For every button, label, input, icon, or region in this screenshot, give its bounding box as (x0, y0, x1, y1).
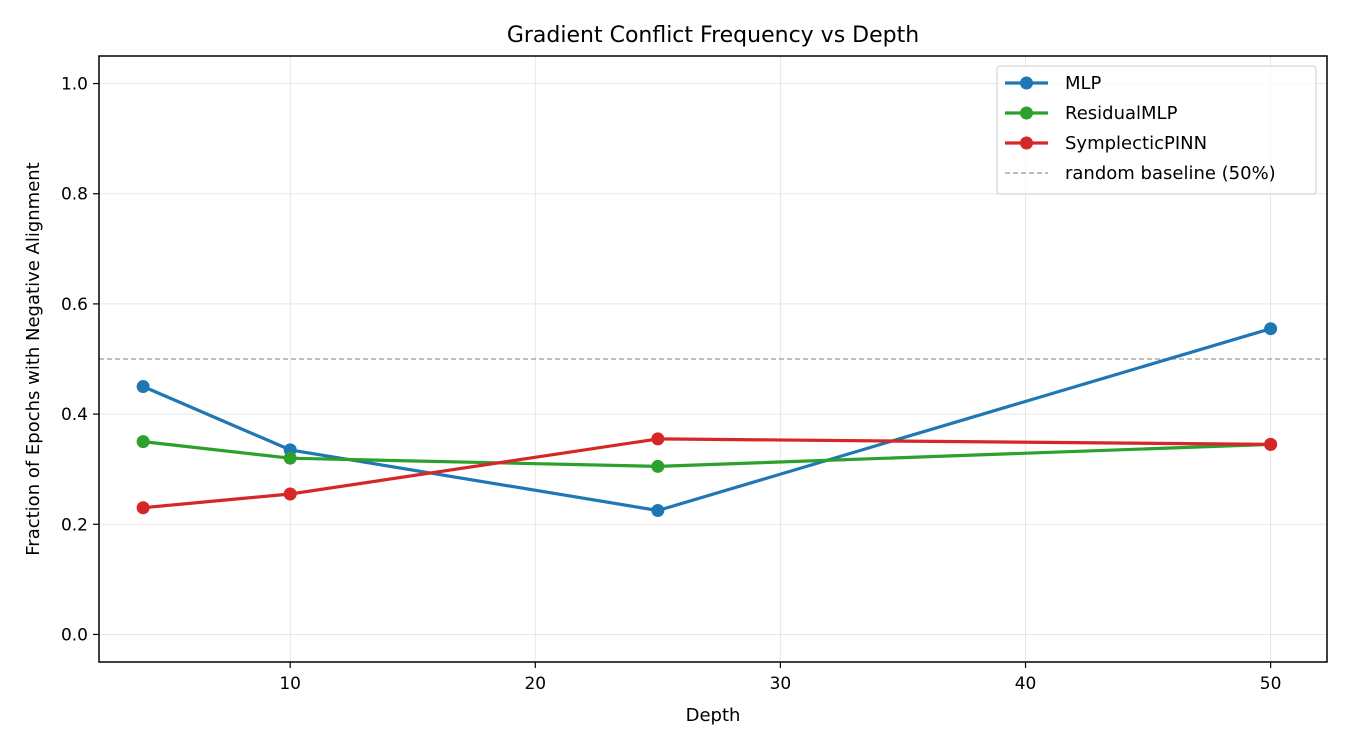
data-point-residualmlp (136, 435, 150, 449)
data-point-mlp (651, 504, 665, 517)
series-line-mlp (142, 327, 1272, 513)
legend-label: ResidualMLP (1065, 103, 1178, 124)
data-point-symplecticpinn (136, 501, 150, 515)
y-tick-label: 0.8 (61, 185, 88, 205)
data-point-residualmlp (283, 451, 297, 465)
legend-label: MLP (1065, 73, 1102, 94)
data-point-mlp (1264, 322, 1278, 336)
series-line-residualmlp (142, 440, 1271, 468)
y-tick-label: 0.6 (61, 295, 88, 315)
plot-frame (98, 55, 1328, 663)
x-tick-label: 10 (279, 674, 301, 694)
legend-label: random baseline (50%) (1065, 163, 1276, 184)
data-point-symplecticpinn (651, 432, 665, 446)
y-axis-label: Fraction of Epochs with Negative Alignme… (23, 162, 44, 556)
x-tick-label: 40 (1015, 674, 1037, 694)
legend: MLP ResidualMLP SymplecticPINN random basel… (996, 65, 1317, 195)
data-point-symplecticpinn (1264, 437, 1278, 451)
legend-marker-mlp (1020, 76, 1033, 90)
series-line-symplecticpinn (142, 437, 1271, 510)
x-tick-label: 50 (1260, 674, 1282, 694)
legend-box (996, 65, 1317, 195)
legend-label: SymplecticPINN (1065, 133, 1207, 154)
tick-layer: 10 20 30 40 50 0.0 0.2 0.4 0.6 0.8 1.0 (61, 75, 1281, 694)
y-tick-label: 1.0 (61, 75, 88, 95)
y-tick-label: 0.2 (61, 515, 88, 535)
y-tick-label: 0.0 (61, 625, 88, 645)
data-point-residualmlp (651, 459, 665, 473)
chart-title: Gradient Conflict Frequency vs Depth (507, 23, 919, 48)
legend-marker-symplecticpinn (1020, 136, 1033, 150)
x-axis-label: Depth (686, 705, 741, 726)
data-point-mlp (136, 380, 150, 394)
series-layer (136, 322, 1278, 517)
data-point-symplecticpinn (283, 487, 297, 501)
legend-marker-residualmlp (1020, 106, 1033, 120)
x-tick-label: 30 (770, 674, 792, 694)
x-tick-label: 20 (524, 674, 546, 694)
y-tick-label: 0.4 (61, 405, 88, 425)
